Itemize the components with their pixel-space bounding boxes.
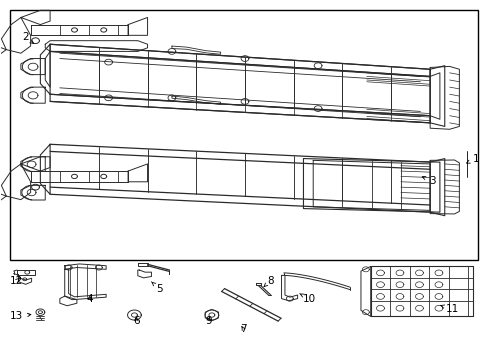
Text: 13: 13: [10, 311, 31, 321]
Text: 3: 3: [422, 176, 436, 186]
Text: 6: 6: [133, 316, 140, 326]
Text: 4: 4: [87, 294, 93, 303]
Text: 5: 5: [151, 282, 163, 294]
Text: 11: 11: [441, 304, 459, 314]
Text: 7: 7: [240, 324, 247, 334]
Text: 10: 10: [300, 294, 316, 303]
Text: 8: 8: [264, 276, 273, 287]
Text: 2: 2: [22, 32, 34, 44]
Bar: [10, 10, 478, 260]
Text: 1: 1: [466, 154, 480, 163]
Text: 9: 9: [205, 316, 212, 326]
Text: 12: 12: [10, 276, 24, 286]
